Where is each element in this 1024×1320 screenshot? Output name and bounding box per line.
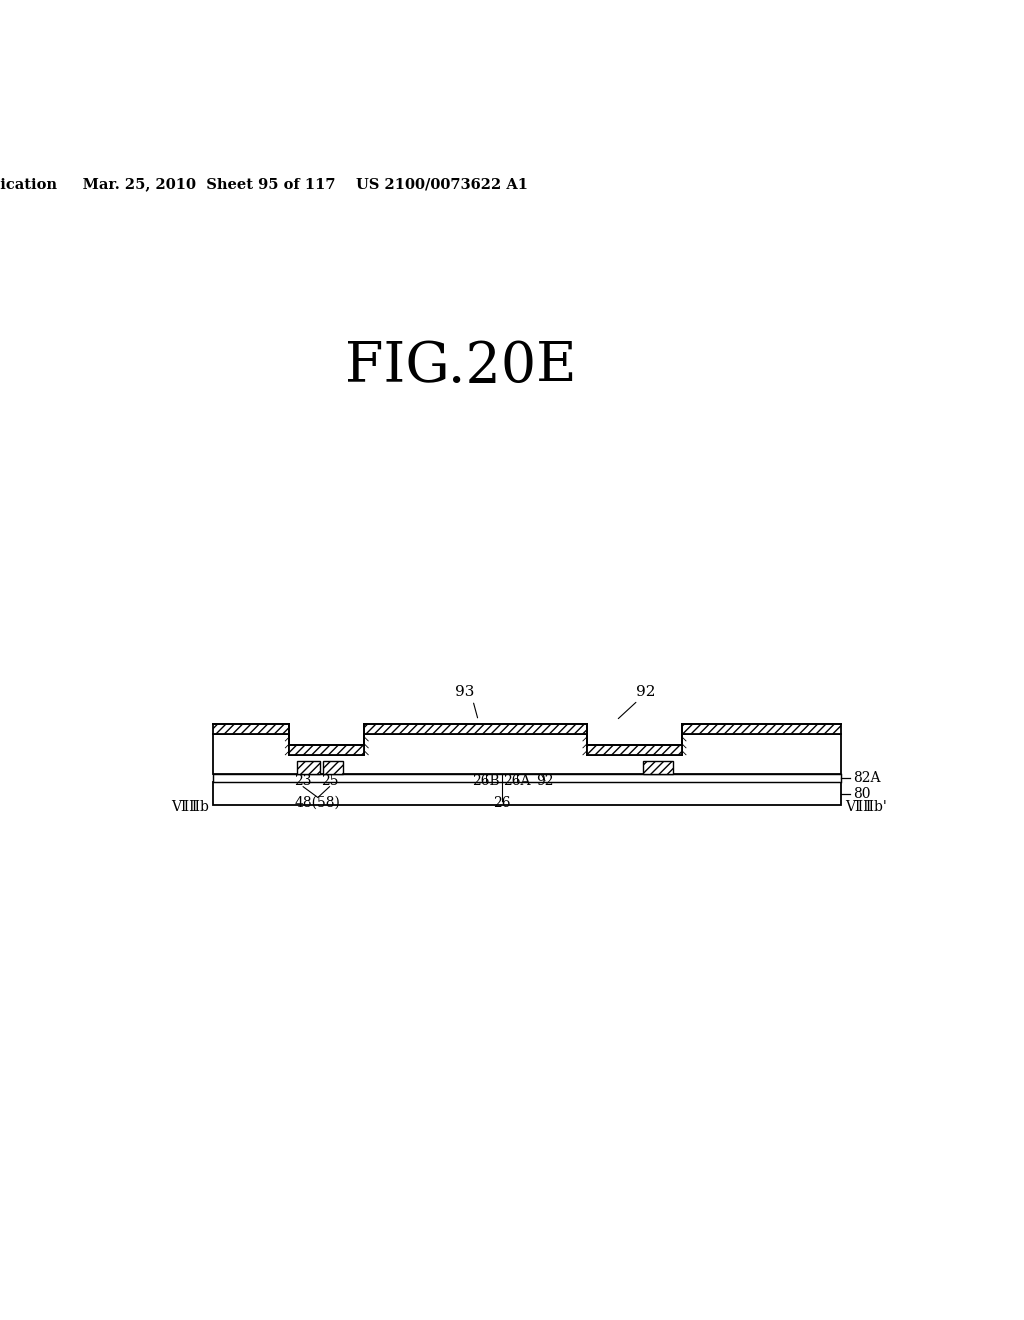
Text: VⅡⅢb: VⅡⅢb xyxy=(171,800,209,813)
Text: 26A: 26A xyxy=(504,774,530,788)
Bar xyxy=(643,760,673,775)
Text: 93: 93 xyxy=(456,685,475,700)
Polygon shape xyxy=(213,734,841,775)
Bar xyxy=(324,760,343,775)
Text: 26: 26 xyxy=(493,796,510,809)
Bar xyxy=(213,775,841,781)
Text: 48(58): 48(58) xyxy=(295,796,341,809)
Text: Patent Application Publication     Mar. 25, 2010  Sheet 95 of 117    US 2100/007: Patent Application Publication Mar. 25, … xyxy=(0,178,528,191)
Bar xyxy=(213,781,841,805)
Text: 92: 92 xyxy=(537,774,554,788)
Text: 80: 80 xyxy=(853,787,870,801)
Text: 82A: 82A xyxy=(853,771,880,785)
Text: 92: 92 xyxy=(636,685,655,700)
Text: 26B: 26B xyxy=(472,774,500,788)
Text: VⅡⅢb': VⅡⅢb' xyxy=(845,800,887,813)
Text: 23: 23 xyxy=(295,774,312,788)
Polygon shape xyxy=(213,725,841,755)
Bar xyxy=(297,760,321,775)
Text: 25: 25 xyxy=(321,774,338,788)
Text: FIG.20E: FIG.20E xyxy=(345,339,578,393)
